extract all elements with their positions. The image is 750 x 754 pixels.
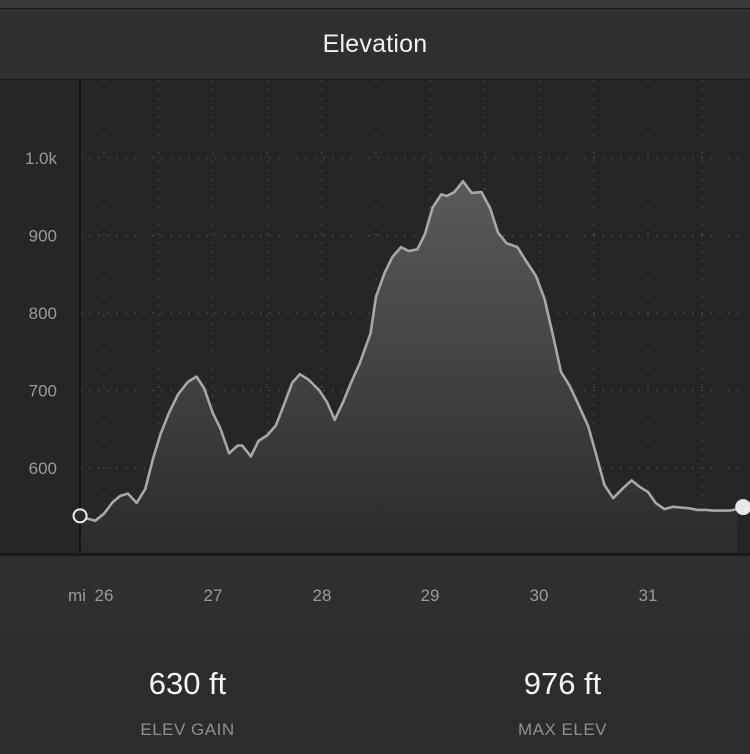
- x-axis-unit-label: mi: [68, 586, 86, 605]
- x-tick-label: 27: [203, 586, 223, 605]
- x-tick-label: 28: [312, 586, 332, 605]
- stat-value: 976 ft: [523, 666, 602, 701]
- elevation-chart-svg[interactable]: 600 700 800 900 1.0k: [0, 80, 750, 555]
- y-tick-label: 800: [29, 304, 57, 323]
- stat-value: 630 ft: [148, 666, 227, 701]
- elevation-chart[interactable]: 600 700 800 900 1.0k: [0, 80, 750, 555]
- top-strip: [0, 0, 750, 9]
- stats-panel: 630 ft ELEV GAIN 976 ft MAX ELEV: [0, 634, 750, 754]
- y-tick-label: 600: [29, 459, 57, 478]
- elevation-line: [79, 180, 738, 522]
- header: Elevation: [0, 9, 750, 80]
- stat-max-elev: 976 ft MAX ELEV: [375, 634, 750, 740]
- stat-elev-gain: 630 ft ELEV GAIN: [0, 634, 375, 740]
- stat-label: MAX ELEV: [517, 720, 608, 739]
- x-tick-label: 26: [94, 586, 114, 605]
- x-tick-label: 29: [420, 586, 440, 605]
- start-point-marker[interactable]: [72, 508, 88, 524]
- page-title: Elevation: [322, 29, 428, 58]
- x-tick-label: 31: [638, 586, 658, 605]
- elevation-area: [80, 181, 738, 554]
- y-tick-label: 900: [29, 227, 57, 246]
- end-point-marker[interactable]: [735, 499, 750, 516]
- y-tick-label: 1.0k: [25, 149, 58, 168]
- y-tick-label: 700: [29, 382, 57, 401]
- stat-label: ELEV GAIN: [140, 720, 235, 739]
- x-tick-label: 30: [529, 586, 549, 605]
- x-axis-bar: mi 26 27 28 29 30 31: [0, 555, 750, 635]
